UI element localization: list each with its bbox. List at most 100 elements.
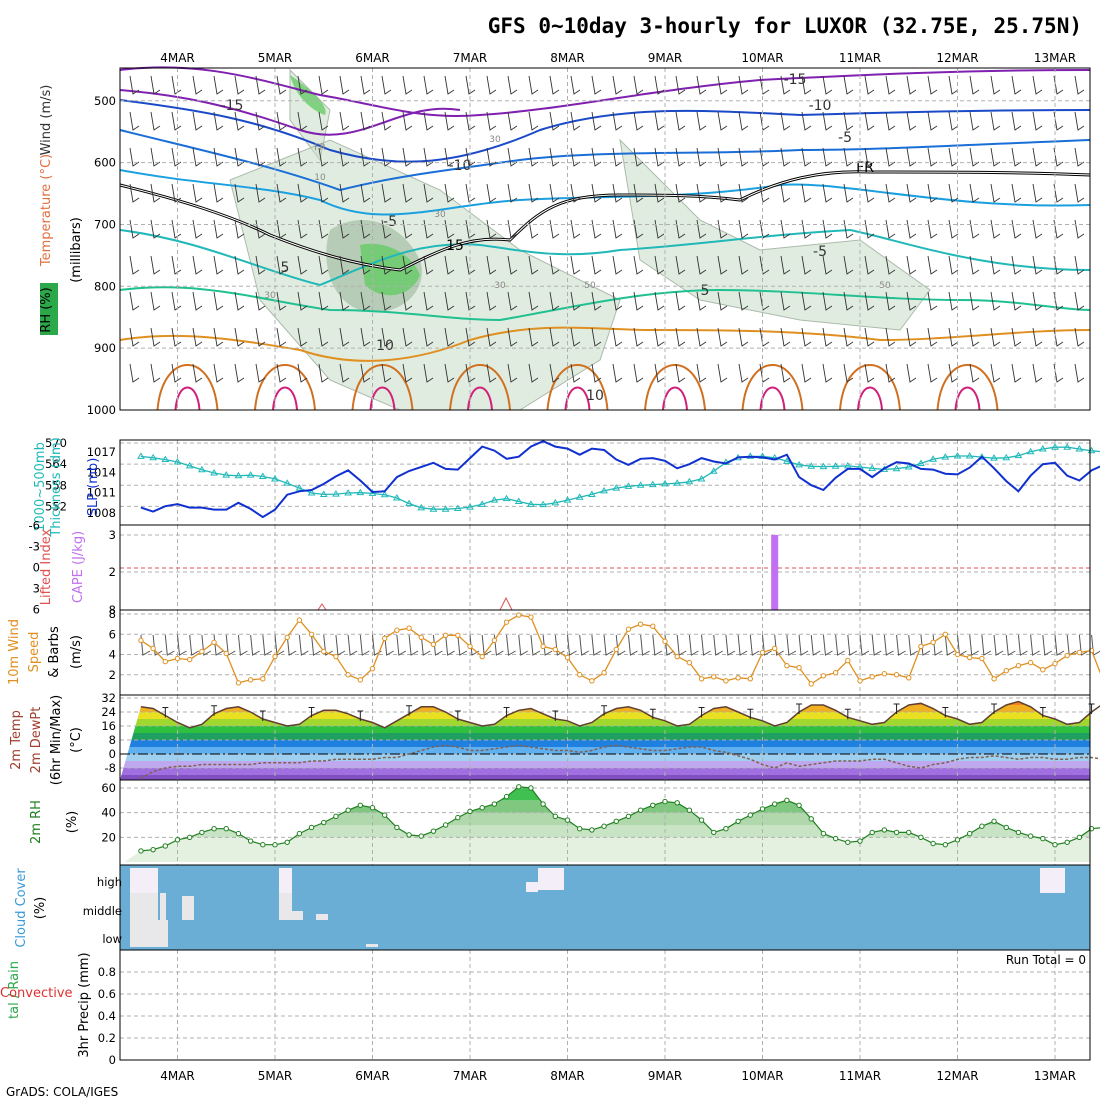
wind-barb xyxy=(1053,291,1064,311)
wind-barb xyxy=(339,327,350,347)
wind-barb xyxy=(255,327,266,347)
wind-barb xyxy=(738,327,749,347)
isotherm-loop xyxy=(936,364,999,411)
wind-barb xyxy=(171,183,182,203)
wind-barb xyxy=(780,183,791,203)
x-tick-label: 11MAR xyxy=(839,51,881,65)
wind-barb xyxy=(192,291,203,311)
wind-marker xyxy=(223,650,229,657)
wind-barb xyxy=(339,75,350,95)
temp-color-band xyxy=(120,726,1090,733)
wind-barb xyxy=(570,363,581,383)
wind-marker xyxy=(1003,668,1009,674)
wind-barb xyxy=(906,255,917,275)
thickness-marker xyxy=(600,486,608,494)
minmax-whisker xyxy=(649,708,656,720)
wind-barb xyxy=(339,183,350,203)
wind-barb xyxy=(396,634,407,656)
thickness-marker xyxy=(319,490,328,497)
y-axis-title: Thickness (dm) xyxy=(49,437,64,537)
rh-marker xyxy=(321,819,327,826)
wind-barb xyxy=(1032,291,1043,311)
wind-barb xyxy=(822,255,833,275)
wind-barb xyxy=(1011,327,1022,347)
wind-barb xyxy=(717,363,728,383)
wind-marker xyxy=(589,678,595,684)
wind-barb xyxy=(402,75,413,95)
rh-marker xyxy=(491,801,498,807)
wind-marker xyxy=(150,645,156,652)
wind-barb xyxy=(507,219,518,239)
wind-barb xyxy=(1066,634,1077,656)
wind-barb xyxy=(276,219,287,239)
thickness-marker xyxy=(636,481,645,488)
wind-barb xyxy=(883,634,894,656)
thickness-marker xyxy=(807,462,816,469)
wind-barb xyxy=(612,75,623,95)
wind-barb xyxy=(444,363,455,383)
wind-marker xyxy=(540,643,546,650)
wind-barb xyxy=(297,363,308,383)
wind-barb xyxy=(948,291,959,311)
contour-label: -5 xyxy=(813,244,827,260)
wind-barb xyxy=(759,363,770,383)
wind-barb xyxy=(1011,291,1022,311)
y-tick-label: 500 xyxy=(94,94,116,108)
wind-barb xyxy=(360,219,371,239)
thickness-marker xyxy=(246,471,255,478)
wind-barb xyxy=(1011,363,1022,383)
wind-barb xyxy=(864,183,875,203)
wind-barb xyxy=(896,634,906,656)
thickness-marker xyxy=(1014,451,1023,459)
wind-barb xyxy=(990,219,1001,239)
wind-marker xyxy=(747,676,754,682)
wind-barb xyxy=(780,327,791,347)
thickness-marker xyxy=(709,467,718,474)
wind-marker xyxy=(674,653,680,660)
wind-barb xyxy=(192,255,203,275)
wind-barb xyxy=(129,183,140,203)
temp-color-band xyxy=(120,733,1090,740)
wind-barb xyxy=(1074,291,1085,311)
wind-barb xyxy=(633,255,644,275)
wind-barb xyxy=(927,291,938,311)
wind-barb xyxy=(465,75,476,95)
isotherm xyxy=(119,169,1091,216)
wind-barb xyxy=(255,75,266,95)
wind-barb xyxy=(675,183,686,203)
wind-barb xyxy=(444,255,455,275)
thickness-marker xyxy=(661,479,669,487)
wind-barb xyxy=(318,111,329,131)
contour-label: FR xyxy=(314,143,325,153)
rh-marker xyxy=(150,846,156,853)
wind-barb xyxy=(591,363,602,383)
li-blip xyxy=(499,596,513,611)
cloud-gap xyxy=(279,893,292,911)
rh-marker xyxy=(845,839,851,845)
wind-barb xyxy=(549,327,560,347)
wind-barb xyxy=(150,183,161,203)
wind-barb xyxy=(423,291,434,311)
y-tick-label: 0.6 xyxy=(98,987,116,1001)
wind-marker xyxy=(284,634,290,641)
wind-barb xyxy=(481,634,492,656)
rh-marker xyxy=(832,835,839,842)
wind-barb xyxy=(738,75,749,95)
cloud-gap xyxy=(538,868,564,890)
wind-barb xyxy=(717,147,728,167)
wind-barb xyxy=(542,634,553,656)
wind-barb xyxy=(129,327,140,347)
wind-barb xyxy=(570,111,581,131)
wind-barb xyxy=(675,75,686,95)
wind-barb xyxy=(591,75,602,95)
y-tick-label: 1017 xyxy=(87,445,116,459)
wind-barb xyxy=(323,634,333,656)
wind-barb xyxy=(423,327,434,347)
wind-barb xyxy=(990,363,1001,383)
wind-barb xyxy=(297,75,308,95)
wind-barb xyxy=(360,291,371,311)
wind-barb xyxy=(192,147,203,167)
y-tick-label: 0 xyxy=(33,561,40,575)
wind-barb xyxy=(864,219,875,239)
panels: 4MAR 5MAR 6MAR 7MAR 8MAR 9MAR 10MAR 11MAR 12MAR 1… xyxy=(0,51,1100,1083)
